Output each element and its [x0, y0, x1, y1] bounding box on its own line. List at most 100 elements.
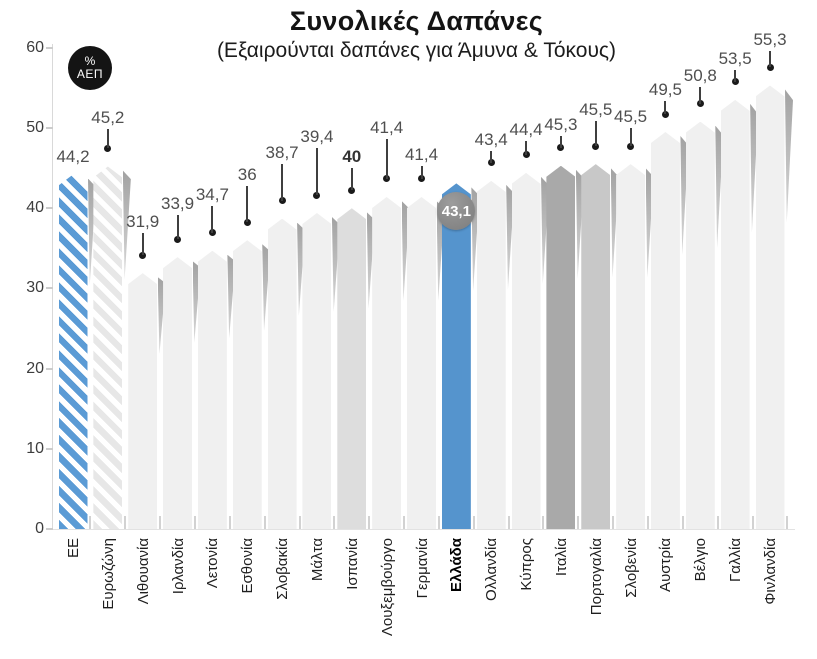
x-axis-label-Ελλάδα: Ελλάδα [448, 538, 466, 593]
x-axis-label-Ιταλία: Ιταλία [552, 538, 570, 577]
y-tick-mark [46, 46, 53, 49]
bar-13-Ολλανδία [476, 180, 506, 529]
x-axis-label-Ιρλανδία: Ιρλανδία [169, 538, 187, 595]
x-axis-label-Γαλλία: Γαλλία [727, 538, 745, 582]
bar-value-label: 34,7 [195, 184, 229, 204]
bar-19-Βέλγιο [685, 121, 715, 529]
leader-dot [661, 110, 669, 118]
bar-shadow-sliver [366, 212, 375, 309]
leader-dot [139, 251, 147, 259]
leader-dot [487, 159, 495, 167]
y-tick-mark [46, 207, 53, 210]
bar-1-ΕΕ [58, 174, 88, 529]
leader-dot [313, 191, 321, 199]
bar-5-Λετονία [197, 250, 227, 529]
bar-20-Γαλλία [720, 99, 750, 529]
leader-line [490, 150, 493, 163]
x-axis-label-ΕΕ: ΕΕ [65, 538, 82, 559]
x-axis-label-Φινλανδία: Φινλανδία [762, 538, 779, 605]
x-tick-stub [403, 516, 406, 529]
leader-line [106, 129, 109, 149]
bar-value-label: 41,4 [370, 117, 404, 137]
unit-badge-percent-gdp: % ΑΕΠ [68, 46, 112, 90]
bar-value-label: 44,2 [56, 146, 90, 166]
bar-shadow-sliver [785, 89, 793, 223]
x-tick-stub [786, 516, 789, 529]
leader-dot [627, 142, 635, 150]
x-tick-stub [89, 516, 92, 529]
bar-18-Αυστρία [650, 132, 680, 529]
y-axis-line [52, 44, 53, 530]
leader-line [211, 205, 214, 233]
bar-shadow-sliver [506, 184, 515, 290]
bar-shadow-sliver [750, 103, 759, 233]
leader-line [664, 101, 667, 114]
bar-12-Ελλάδα [441, 183, 471, 529]
leader-dot [243, 218, 251, 226]
x-axis-label-Εσθονία: Εσθονία [239, 538, 257, 594]
leader-dot [348, 186, 356, 194]
bar-shadow-sliver [88, 178, 96, 285]
y-tick-mark [46, 367, 53, 370]
bar-shadow-sliver [192, 261, 201, 343]
bar-11-Γερμανία [407, 196, 436, 529]
bar-value-label: 40 [342, 147, 362, 167]
leader-dot [278, 197, 286, 205]
bar-value-label: 43,4 [474, 129, 508, 149]
bar-10-Λουξεμβούργο [372, 196, 402, 529]
x-tick-stub [368, 516, 371, 529]
y-tick-label: 40 [26, 199, 44, 217]
bar-8-Μάλτα [302, 213, 332, 529]
x-tick-stub [507, 516, 510, 529]
leader-dot [731, 78, 739, 86]
bar-shadow-sliver [157, 277, 166, 354]
leader-line [176, 215, 179, 240]
x-axis-label-Ευρωζώνη: Ευρωζώνη [99, 538, 117, 610]
leader-line [420, 165, 423, 179]
bar-shadow-sliver [227, 254, 236, 339]
bar-shadow-sliver [715, 125, 724, 248]
leader-line [699, 86, 702, 104]
leader-dot [208, 229, 216, 237]
y-tick-mark [46, 447, 53, 450]
x-axis-baseline [52, 529, 795, 530]
leader-line [769, 51, 771, 68]
x-axis-label-Σλοβακία: Σλοβακία [274, 538, 292, 600]
bar-shadow-sliver [122, 170, 131, 280]
bar-shadow-sliver [262, 244, 271, 331]
leader-line [315, 148, 318, 195]
bar-shadow-sliver [401, 200, 410, 301]
bar-value-label: 49,5 [648, 80, 682, 99]
bar-value-label: 33,9 [161, 194, 195, 214]
leader-dot [696, 100, 704, 108]
bar-value-label: 44,4 [509, 119, 543, 139]
x-tick-stub [228, 516, 231, 529]
unit-badge-gdp: ΑΕΠ [76, 67, 104, 81]
leader-line [525, 140, 528, 155]
x-tick-stub [159, 516, 162, 529]
bar-value-label: 39,4 [300, 127, 334, 146]
bar-3-Λιθουανία [128, 273, 158, 529]
leader-dot [766, 63, 774, 71]
x-axis-label-Ισπανία: Ισπανία [343, 538, 361, 590]
highlight-value-badge: 43,1 [437, 192, 476, 231]
x-tick-stub [193, 516, 196, 529]
bar-shadow-sliver [471, 187, 480, 292]
leader-dot [522, 151, 530, 159]
leader-line [281, 163, 284, 201]
y-tick-mark [46, 127, 53, 129]
bar-21-Φινλανδία [755, 85, 785, 529]
bar-value-label: 41,4 [404, 144, 439, 164]
bar-value-label: 31,9 [126, 212, 160, 232]
leader-dot [592, 142, 600, 150]
y-tick-label: 20 [26, 359, 44, 377]
x-tick-stub [298, 516, 301, 529]
x-axis-label-Βέλγιο: Βέλγιο [692, 538, 710, 582]
x-tick-stub [263, 516, 266, 529]
leader-line [246, 186, 249, 223]
y-tick-mark [46, 287, 53, 290]
x-axis-label-Μάλτα: Μάλτα [308, 538, 326, 582]
x-axis-label-Σλοβενία: Σλοβενία [622, 538, 640, 598]
x-tick-stub [124, 516, 127, 529]
